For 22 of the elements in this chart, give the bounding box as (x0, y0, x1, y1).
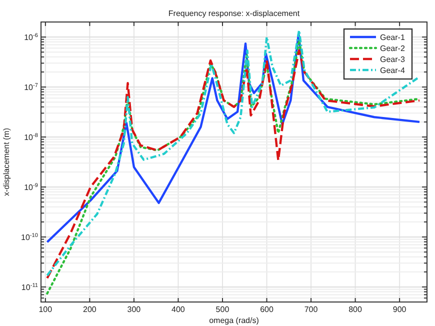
y-tick-label: 10$^{-6}$ (24, 33, 38, 42)
x-tick-label: 900 (392, 305, 407, 314)
legend-label: Gear-3 (380, 55, 406, 64)
legend-label: Gear-4 (380, 66, 406, 75)
y-tick-label: 10$^{-8}$ (24, 133, 38, 142)
x-tick-label: 100 (38, 305, 53, 314)
x-axis-title: omega (rad/s) (209, 316, 260, 325)
x-tick-label: 200 (83, 305, 97, 314)
y-axis-title: x-displacement (m) (2, 128, 11, 196)
x-tick-label: 800 (348, 305, 363, 314)
x-tick-label: 300 (127, 305, 142, 314)
y-tick-label: 10$^{-7}$ (24, 83, 38, 92)
y-tick-label: 10$^{-11}$ (21, 282, 38, 292)
x-tick-label: 400 (172, 305, 186, 314)
chart-title: Frequency response: x-displacement (168, 9, 300, 18)
y-tick-label: 10$^{-9}$ (24, 182, 38, 192)
x-tick-label: 500 (216, 305, 230, 314)
x-tick-label: 600 (260, 305, 274, 314)
legend-label: Gear-1 (380, 33, 406, 42)
y-tick-label: 10$^{-10}$ (21, 232, 38, 242)
x-tick-label: 700 (304, 305, 318, 314)
legend-label: Gear-2 (380, 44, 406, 53)
